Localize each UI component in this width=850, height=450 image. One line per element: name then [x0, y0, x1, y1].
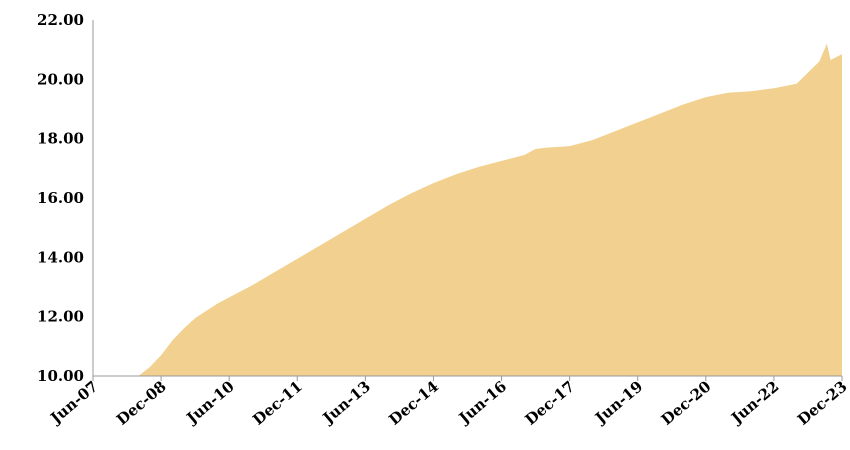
y-tick-label: 16.00: [37, 189, 84, 207]
x-axis-labels: Jun-07 Dec-08 Jun-10 Dec-11 Jun-13 Dec-14 Jun-…: [46, 377, 850, 429]
y-tick-label: 14.00: [37, 248, 84, 266]
x-tick-label: Dec-14: [385, 377, 442, 429]
x-tick-label: Jun-22: [726, 377, 782, 428]
x-tick-label: Jun-16: [454, 377, 510, 428]
y-tick-label: 12.00: [37, 308, 84, 326]
x-axis-tick-marks: [92, 376, 843, 381]
y-tick-label: 18.00: [37, 130, 84, 148]
area-series: [138, 43, 842, 376]
y-tick-label: 22.00: [37, 11, 84, 29]
x-tick-label: Dec-20: [658, 377, 715, 429]
x-tick-label: Dec-17: [522, 377, 579, 429]
x-tick-label: Dec-11: [249, 377, 306, 429]
x-tick-label: Jun-13: [318, 377, 374, 428]
x-tick-label: Jun-19: [590, 377, 646, 428]
y-tick-label: 10.00: [37, 367, 84, 385]
x-tick-label: Dec-08: [113, 377, 170, 429]
x-tick-label: Dec-23: [794, 377, 850, 429]
y-axis-labels: 10.00 12.00 14.00 16.00 18.00 20.00 22.00: [37, 11, 84, 385]
x-tick-label: Jun-10: [182, 377, 238, 428]
y-tick-label: 20.00: [37, 70, 84, 88]
